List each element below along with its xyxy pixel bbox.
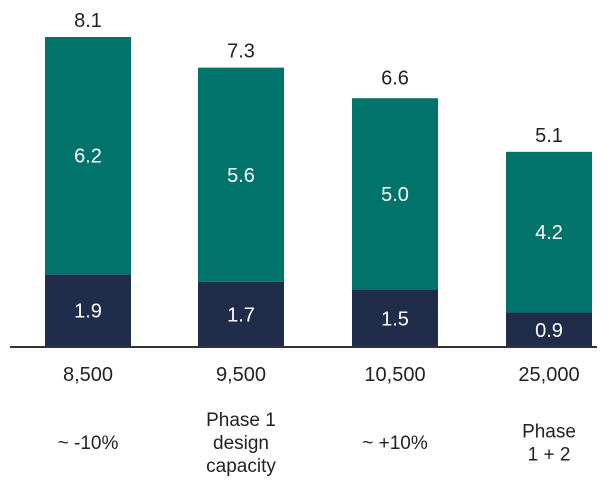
category-note-line: capacity bbox=[206, 456, 276, 477]
segment-value-label: 6.2 bbox=[74, 146, 102, 168]
category-label: 25,000 bbox=[518, 364, 579, 386]
category-note-line: Phase 1 bbox=[206, 410, 276, 431]
bar-segment-bottom bbox=[506, 312, 592, 347]
total-value-label: 8.1 bbox=[74, 10, 102, 32]
segment-value-label: 4.2 bbox=[535, 222, 563, 244]
bar-segment-bottom bbox=[352, 289, 438, 347]
category-label: 9,500 bbox=[216, 364, 266, 386]
segment-value-label: 5.6 bbox=[227, 165, 255, 187]
total-value-label: 5.1 bbox=[535, 125, 563, 147]
bar-segment-top bbox=[45, 37, 131, 275]
total-value-label: 6.6 bbox=[381, 67, 409, 89]
bar-segment-top bbox=[198, 67, 284, 282]
category-note-line: 1 + 2 bbox=[528, 445, 571, 466]
bar-segment-bottom bbox=[198, 281, 284, 347]
segment-value-label: 5.0 bbox=[381, 184, 409, 206]
bar-segment-top bbox=[352, 98, 438, 290]
bars-group bbox=[45, 37, 592, 347]
category-note-line: ~ +10% bbox=[362, 433, 428, 454]
segment-value-label: 0.9 bbox=[535, 320, 563, 342]
category-label: 10,500 bbox=[364, 364, 425, 386]
category-note-line: Phase bbox=[522, 422, 576, 443]
segment-value-label: 1.9 bbox=[74, 301, 102, 323]
category-note-line: ~ -10% bbox=[58, 433, 119, 454]
bar-segment-top bbox=[506, 151, 592, 313]
segment-value-label: 1.7 bbox=[227, 304, 255, 326]
segment-value-label: 1.5 bbox=[381, 308, 409, 330]
total-value-label: 7.3 bbox=[227, 41, 255, 63]
category-label: 8,500 bbox=[63, 364, 113, 386]
category-note-line: design bbox=[213, 433, 269, 454]
labels-group: 1.9 6.2 8.1 8,500 ~ -10% 1.7 5.6 7.3 9,500 Phase … bbox=[58, 10, 580, 477]
bar-segment-bottom bbox=[45, 274, 131, 347]
